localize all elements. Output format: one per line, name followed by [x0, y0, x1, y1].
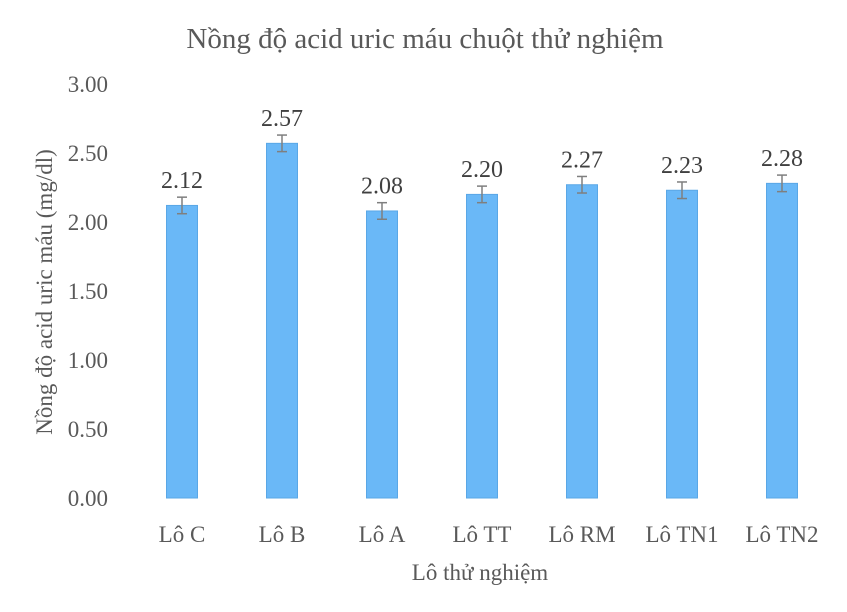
y-tick-label: 2.00 — [68, 210, 108, 235]
y-axis-label: Nồng độ acid uric máu (mg/dl) — [32, 149, 57, 435]
chart-title: Nồng độ acid uric máu chuột thử nghiệm — [186, 23, 664, 55]
error-bar — [777, 174, 787, 193]
error-bar — [177, 196, 187, 215]
y-tick-label: 1.00 — [68, 348, 108, 373]
y-tick-label: 2.50 — [68, 141, 108, 166]
data-label: 2.28 — [761, 146, 803, 172]
x-tick-label: Lô A — [359, 522, 406, 547]
y-tick-label: 1.50 — [68, 279, 108, 304]
bar — [466, 193, 498, 499]
bar — [366, 210, 398, 499]
y-tick-label: 3.00 — [68, 72, 108, 97]
x-tick-label: Lô C — [159, 522, 206, 547]
x-tick-label: Lô TT — [453, 522, 512, 547]
bar — [666, 189, 698, 499]
x-tick-label: Lô TN1 — [645, 522, 718, 547]
error-bar — [377, 201, 387, 220]
data-label: 2.57 — [261, 106, 303, 132]
y-tick-label: 0.50 — [68, 417, 108, 442]
x-axis-label: Lô thử nghiệm — [412, 560, 549, 585]
bar — [766, 182, 798, 499]
error-bar — [277, 134, 287, 153]
error-bar — [477, 185, 487, 204]
data-label: 2.08 — [361, 174, 403, 200]
x-tick-label: Lô B — [259, 522, 306, 547]
data-label: 2.27 — [561, 147, 603, 173]
y-tick-label: 0.00 — [68, 486, 108, 511]
bar — [566, 184, 598, 499]
data-label: 2.23 — [661, 153, 703, 179]
error-bar — [677, 181, 687, 200]
data-label: 2.12 — [161, 168, 203, 194]
error-bar — [577, 175, 587, 194]
bar — [266, 142, 298, 499]
bar — [166, 204, 198, 499]
x-tick-label: Lô TN2 — [745, 522, 818, 547]
x-tick-label: Lô RM — [548, 522, 615, 547]
data-label: 2.20 — [461, 157, 503, 183]
